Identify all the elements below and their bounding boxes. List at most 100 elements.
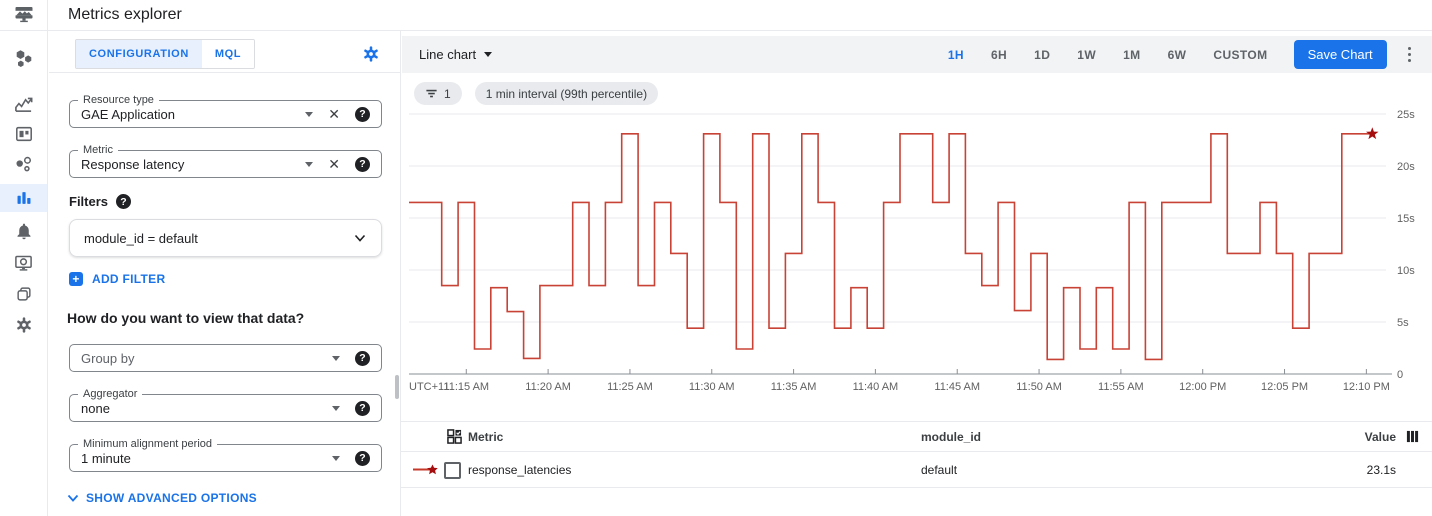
series-table-header: Metric module_id Value <box>401 421 1432 452</box>
chart-type-label: Line chart <box>419 47 477 62</box>
latency-step-line <box>409 133 1372 361</box>
help-icon[interactable] <box>355 450 370 466</box>
dropdown-arrow-icon[interactable] <box>332 405 340 411</box>
toggle-visibility-icon[interactable] <box>447 429 462 447</box>
monitoring-product-icon[interactable] <box>0 0 48 30</box>
tab-mql[interactable]: MQL <box>201 40 255 68</box>
save-chart-button[interactable]: Save Chart <box>1293 40 1387 69</box>
nav-rail <box>0 31 48 516</box>
filters-heading-label: Filters <box>69 194 109 209</box>
chevron-down-icon[interactable] <box>353 231 367 245</box>
series-value: 23.1s <box>1366 462 1396 477</box>
nav-dashboards[interactable] <box>0 120 47 148</box>
clear-icon[interactable] <box>328 157 340 171</box>
chart-toolbar: Line chart 1H 6H 1D 1W 1M 6W CUSTOM Save… <box>402 36 1432 73</box>
metric-select[interactable]: Metric Response latency <box>69 144 382 178</box>
series-checkbox[interactable] <box>444 462 461 479</box>
nav-monitoring-overview[interactable] <box>0 44 47 72</box>
gear-icon <box>16 317 31 333</box>
chevron-down-icon <box>67 494 79 502</box>
view-data-heading: How do you want to view that data? <box>67 310 305 326</box>
svg-text:25s: 25s <box>1397 109 1415 121</box>
interval-chip[interactable]: 1 min interval (99th percentile) <box>474 82 659 105</box>
dropdown-arrow-icon[interactable] <box>305 161 314 167</box>
dropdown-arrow-icon[interactable] <box>332 455 340 461</box>
show-advanced-label: SHOW ADVANCED OPTIONS <box>86 491 257 505</box>
nav-settings[interactable] <box>0 311 47 339</box>
dropdown-arrow-icon[interactable] <box>332 355 340 361</box>
help-icon[interactable] <box>355 400 370 416</box>
add-filter-label: ADD FILTER <box>92 272 166 286</box>
resource-type-value: GAE Application <box>81 106 175 122</box>
aggregator-label: Aggregator <box>78 388 143 400</box>
filter-expression-text: module_id = default <box>84 230 198 246</box>
range-1d[interactable]: 1D <box>1034 47 1051 62</box>
latency-line-chart[interactable]: 25s 20s 15s 10s 5s 0 11:15 AM 11:20 AM 11:25 AM 1… <box>401 101 1432 411</box>
aggregator-select[interactable]: Aggregator none <box>69 388 382 422</box>
hex-cluster-icon <box>16 50 31 67</box>
more-options-kebab-icon[interactable] <box>1404 43 1415 66</box>
min-alignment-value: 1 minute <box>81 450 131 466</box>
range-1m[interactable]: 1M <box>1123 47 1141 62</box>
series-legend-mark <box>413 463 439 479</box>
range-1h[interactable]: 1H <box>947 47 964 62</box>
help-icon[interactable] <box>355 156 370 172</box>
svg-text:11:35 AM: 11:35 AM <box>771 381 817 393</box>
plus-icon <box>69 272 83 286</box>
svg-text:20s: 20s <box>1397 161 1415 173</box>
resource-type-select[interactable]: Resource type GAE Application <box>69 94 382 128</box>
time-range-buttons: 1H 6H 1D 1W 1M 6W CUSTOM <box>948 48 1268 62</box>
nav-groups[interactable] <box>0 280 47 308</box>
nav-services[interactable] <box>0 150 47 178</box>
range-6w[interactable]: 6W <box>1167 47 1187 62</box>
group-by-select[interactable]: Group by <box>69 344 382 372</box>
config-scrollbar-thumb[interactable] <box>395 375 399 399</box>
uptime-monitor-icon <box>15 255 32 271</box>
svg-text:11:55 AM: 11:55 AM <box>1098 381 1144 393</box>
value-column-header: Value <box>1364 429 1396 444</box>
help-icon[interactable] <box>116 194 132 209</box>
show-advanced-options[interactable]: SHOW ADVANCED OPTIONS <box>67 491 257 505</box>
table-row[interactable]: response_latencies default 23.1s <box>401 452 1432 488</box>
metric-label: Metric <box>78 144 118 156</box>
configuration-panel: CONFIGURATION MQL Resource type GAE Appl… <box>49 31 400 516</box>
help-icon[interactable] <box>355 350 370 366</box>
config-settings-gear[interactable] <box>362 45 380 63</box>
bar-chart-icon <box>17 192 30 204</box>
filter-count-chip[interactable]: 1 <box>414 82 462 105</box>
svg-text:11:30 AM: 11:30 AM <box>689 381 735 393</box>
tab-configuration[interactable]: CONFIGURATION <box>76 40 202 68</box>
chart-panel: Line chart 1H 6H 1D 1W 1M 6W CUSTOM Save… <box>400 31 1432 516</box>
filter-expression[interactable]: module_id = default <box>69 219 382 257</box>
column-selector-icon[interactable] <box>1406 430 1419 446</box>
help-icon[interactable] <box>355 106 370 122</box>
bell-icon <box>17 223 30 240</box>
add-filter-button[interactable]: ADD FILTER <box>69 272 165 286</box>
min-alignment-select[interactable]: Minimum alignment period 1 minute <box>69 438 382 472</box>
nav-metrics[interactable] <box>0 90 47 118</box>
clear-icon[interactable] <box>328 107 340 121</box>
nav-uptime-checks[interactable] <box>0 249 47 277</box>
svg-text:15s: 15s <box>1397 213 1415 225</box>
metric-value: Response latency <box>81 156 185 172</box>
nav-metrics-explorer[interactable] <box>0 184 47 212</box>
end-star-marker <box>1366 127 1379 140</box>
group-by-placeholder: Group by <box>81 350 135 366</box>
min-alignment-label: Minimum alignment period <box>78 438 217 450</box>
filters-heading: Filters <box>69 194 132 209</box>
filter-list-icon <box>426 89 437 98</box>
range-6h[interactable]: 6H <box>990 47 1008 62</box>
svg-text:UTC+11: UTC+11 <box>409 381 449 393</box>
services-dots-icon <box>16 156 32 171</box>
gear-icon <box>364 46 378 62</box>
nav-alerting[interactable] <box>0 217 47 245</box>
svg-text:12:00 PM: 12:00 PM <box>1179 381 1226 393</box>
dropdown-arrow-icon[interactable] <box>305 111 314 117</box>
svg-text:0: 0 <box>1397 369 1403 381</box>
trend-chart-icon <box>15 97 33 112</box>
series-table: Metric module_id Value response_latencie… <box>401 421 1432 488</box>
range-1w[interactable]: 1W <box>1077 47 1097 62</box>
chart-type-dropdown[interactable]: Line chart <box>419 47 493 62</box>
series-metric-name: response_latencies <box>468 462 572 477</box>
range-custom[interactable]: CUSTOM <box>1213 47 1268 62</box>
